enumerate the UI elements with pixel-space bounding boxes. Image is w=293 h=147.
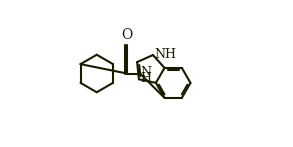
- Text: N: N: [141, 66, 152, 78]
- Text: H: H: [141, 72, 152, 85]
- Text: O: O: [121, 28, 133, 42]
- Text: NH: NH: [154, 48, 176, 61]
